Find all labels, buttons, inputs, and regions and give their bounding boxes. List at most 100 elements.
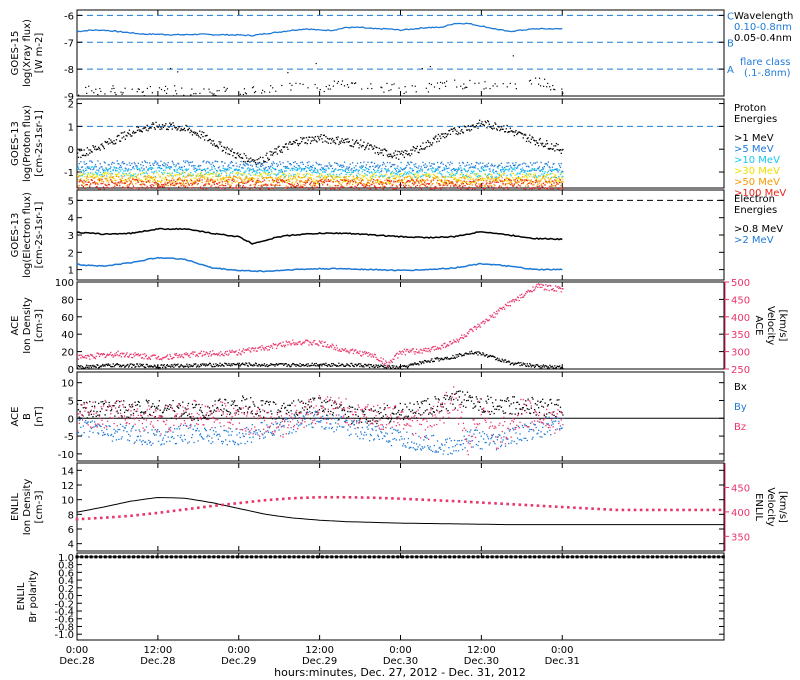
- data-point: [398, 171, 400, 173]
- data-point: [241, 181, 244, 183]
- data-point: [220, 174, 222, 177]
- data-point: [138, 355, 140, 357]
- data-point: [79, 354, 81, 356]
- data-point: [87, 354, 89, 357]
- data-point: [330, 165, 333, 167]
- data-point: [407, 153, 410, 155]
- data-point: [489, 170, 491, 172]
- data-point: [510, 166, 512, 168]
- data-point: [83, 182, 85, 184]
- data-point: [223, 355, 225, 357]
- data-point: [216, 363, 219, 366]
- data-point: [320, 342, 322, 345]
- data-point: [219, 355, 221, 357]
- data-point: [550, 182, 553, 184]
- data-point: [138, 129, 140, 131]
- data-point: [174, 184, 176, 187]
- data-point: [558, 188, 560, 190]
- xray-point: [514, 83, 516, 85]
- data-point: [449, 185, 452, 187]
- xray-point: [438, 87, 441, 90]
- xray-point: [302, 83, 304, 85]
- data-point: [436, 357, 439, 359]
- data-point: [254, 184, 257, 186]
- data-point: [549, 167, 551, 169]
- data-point: [436, 187, 438, 189]
- data-point: [473, 126, 475, 128]
- data-point: [447, 133, 449, 135]
- data-point: [90, 151, 93, 153]
- xray-point: [290, 89, 292, 91]
- data-point: [537, 175, 540, 177]
- data-point: [239, 170, 241, 172]
- data-point: [327, 364, 330, 366]
- data-point: [419, 176, 422, 178]
- data-point: [77, 358, 80, 360]
- data-point: [173, 366, 175, 368]
- data-point: [451, 128, 453, 131]
- data-point: [283, 180, 285, 183]
- data-point: [225, 169, 228, 171]
- data-point: [177, 162, 179, 165]
- data-point: [264, 171, 266, 174]
- data-point: [281, 151, 283, 153]
- data-point: [147, 168, 149, 170]
- data-point: [148, 167, 151, 169]
- data-point: [377, 169, 379, 171]
- data-point: [461, 185, 464, 188]
- data-point: [274, 173, 276, 175]
- data-point: [506, 186, 508, 189]
- data-point: [198, 136, 200, 138]
- data-point: [384, 179, 386, 182]
- data-point: [188, 174, 190, 176]
- data-point: [554, 168, 556, 171]
- data-point: [514, 169, 516, 171]
- data-point: [505, 176, 507, 178]
- data-point: [356, 352, 358, 354]
- data-point: [470, 176, 473, 178]
- data-point: [393, 172, 395, 174]
- data-point: [334, 184, 336, 187]
- data-point: [97, 352, 99, 354]
- data-point: [554, 367, 557, 369]
- data-point: [285, 170, 287, 172]
- data-point: [208, 183, 210, 185]
- data-point: [457, 168, 460, 171]
- data-point: [363, 161, 365, 163]
- data-point: [86, 176, 89, 178]
- data-point: [307, 340, 309, 342]
- data-point: [442, 181, 444, 184]
- data-point: [246, 163, 248, 165]
- data-point: [220, 365, 222, 367]
- data-point: [146, 357, 148, 360]
- data-point: [283, 172, 285, 175]
- data-point: [509, 127, 511, 129]
- data-point: [263, 177, 266, 179]
- data-point: [457, 167, 460, 169]
- y-axis-title: [W m-2]: [34, 33, 45, 74]
- data-point: [235, 350, 237, 352]
- data-point: [250, 351, 252, 353]
- data-point: [233, 168, 236, 171]
- data-point: [533, 139, 535, 141]
- data-point: [126, 164, 128, 166]
- data-point: [313, 171, 315, 173]
- data-point: [322, 134, 325, 137]
- data-point: [282, 174, 284, 176]
- data-point: [275, 175, 278, 177]
- data-point: [440, 162, 442, 164]
- data-point: [318, 137, 320, 139]
- data-point: [281, 171, 283, 174]
- data-point: [159, 185, 161, 188]
- data-point: [105, 356, 107, 358]
- data-point: [381, 365, 384, 367]
- data-point: [554, 174, 557, 176]
- data-point: [258, 181, 260, 183]
- data-point: [438, 183, 440, 185]
- data-point: [197, 180, 199, 182]
- data-point: [546, 164, 549, 166]
- data-point: [254, 173, 257, 175]
- data-point: [306, 365, 308, 367]
- data-point: [269, 364, 271, 366]
- data-point: [120, 356, 122, 358]
